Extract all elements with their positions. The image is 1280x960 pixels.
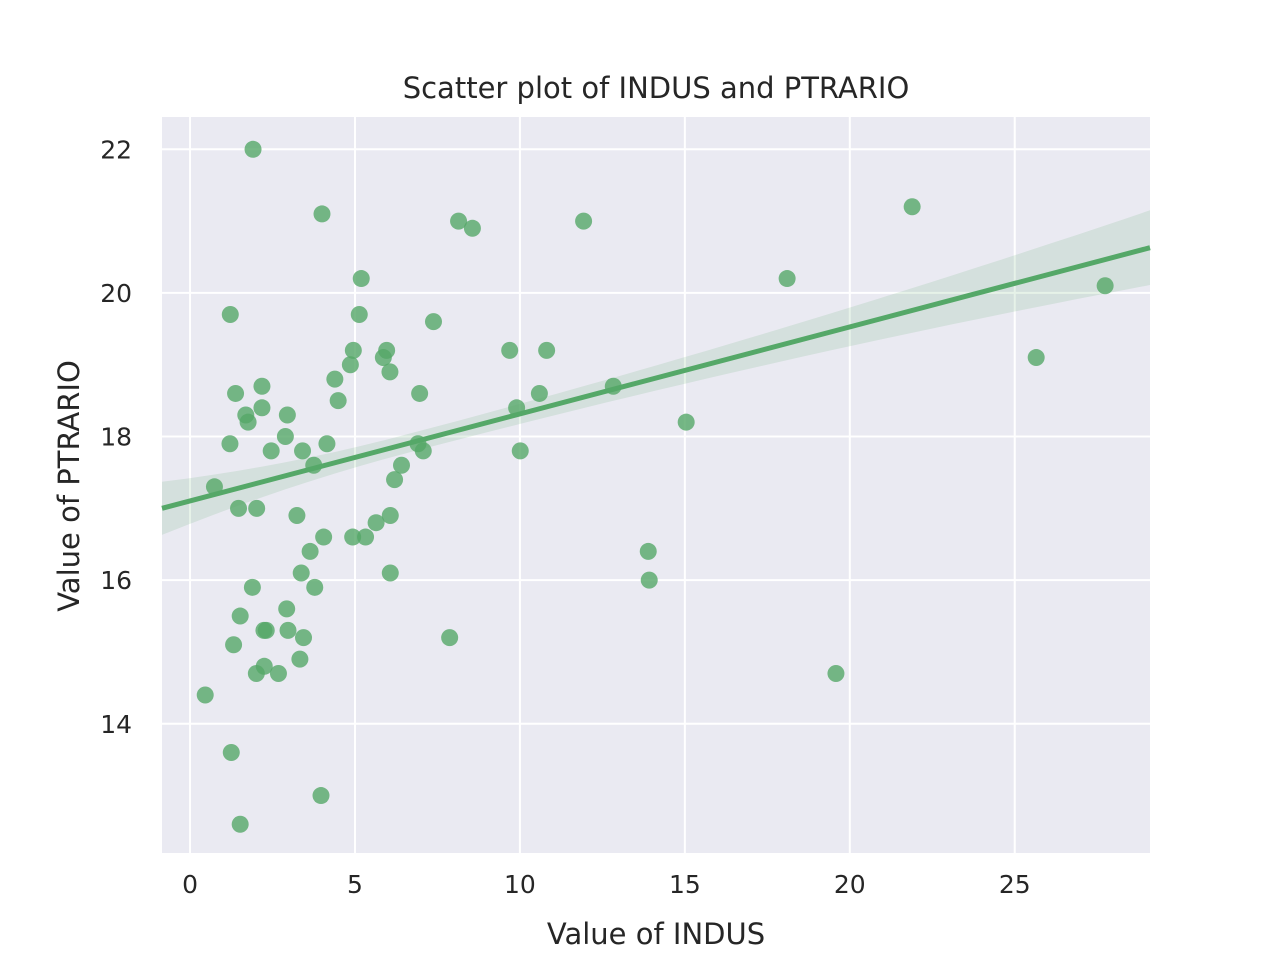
x-tick-label: 15 bbox=[669, 870, 701, 899]
scatter-point bbox=[530, 384, 548, 402]
scatter-point bbox=[344, 341, 362, 359]
y-axis-label: Value of PTRARIO bbox=[52, 360, 86, 612]
scatter-point bbox=[294, 442, 312, 460]
scatter-point bbox=[1096, 277, 1114, 295]
confidence-band bbox=[162, 210, 1150, 535]
scatter-point bbox=[414, 442, 432, 460]
scatter-point bbox=[392, 456, 410, 474]
scatter-point bbox=[227, 384, 245, 402]
scatter-point bbox=[313, 205, 331, 223]
scatter-point bbox=[295, 629, 313, 647]
x-tick-label: 20 bbox=[834, 870, 866, 899]
x-tick-label: 0 bbox=[182, 870, 198, 899]
scatter-point bbox=[329, 392, 347, 410]
scatter-point bbox=[253, 399, 271, 417]
scatter-point bbox=[230, 499, 248, 517]
scatter-point bbox=[903, 198, 921, 216]
scatter-point bbox=[279, 621, 297, 639]
scatter-point bbox=[315, 528, 333, 546]
scatter-point bbox=[511, 442, 529, 460]
scatter-point bbox=[778, 270, 796, 288]
scatter-point bbox=[312, 787, 330, 805]
scatter-point bbox=[288, 507, 306, 525]
x-tick-label: 25 bbox=[999, 870, 1031, 899]
scatter-point bbox=[255, 657, 273, 675]
scatter-point bbox=[441, 629, 459, 647]
scatter-point bbox=[262, 442, 280, 460]
scatter-point bbox=[244, 140, 262, 158]
plot-area bbox=[162, 117, 1150, 853]
scatter-point bbox=[411, 384, 429, 402]
scatter-point bbox=[239, 413, 257, 431]
scatter-point bbox=[253, 377, 271, 395]
scatter-point bbox=[278, 406, 296, 424]
scatter-point bbox=[639, 542, 657, 560]
scatter-point bbox=[221, 305, 239, 323]
y-tick-label: 20 bbox=[100, 279, 132, 308]
scatter-point bbox=[538, 341, 556, 359]
scatter-point bbox=[306, 578, 324, 596]
x-axis-label: Value of INDUS bbox=[547, 917, 765, 951]
scatter-point bbox=[381, 363, 399, 381]
scatter-point bbox=[350, 305, 368, 323]
y-tick-labels: 14 16 18 20 22 bbox=[100, 135, 132, 738]
regression-line bbox=[161, 245, 1151, 511]
scatter-point bbox=[827, 664, 845, 682]
x-tick-label: 10 bbox=[504, 870, 536, 899]
scatter-point bbox=[386, 471, 404, 489]
y-tick-label: 16 bbox=[100, 566, 132, 595]
scatter-point bbox=[677, 413, 695, 431]
scatter-point bbox=[231, 607, 249, 625]
scatter-point bbox=[248, 499, 266, 517]
scatter-point bbox=[378, 341, 396, 359]
scatter-point bbox=[575, 212, 593, 230]
scatter-point bbox=[367, 514, 385, 532]
x-tick-label: 5 bbox=[347, 870, 363, 899]
scatter-point bbox=[278, 600, 296, 618]
chart-title: Scatter plot of INDUS and PTRARIO bbox=[403, 71, 910, 105]
scatter-point bbox=[357, 528, 375, 546]
scatter-point bbox=[381, 507, 399, 525]
scatter-point bbox=[341, 356, 359, 374]
scatter-point bbox=[450, 212, 468, 230]
data-points bbox=[196, 140, 1114, 833]
scatter-point bbox=[501, 341, 519, 359]
y-tick-label: 22 bbox=[100, 135, 132, 164]
scatter-point bbox=[291, 650, 309, 668]
y-tick-label: 18 bbox=[100, 423, 132, 452]
scatter-point bbox=[222, 743, 240, 761]
scatter-point bbox=[231, 815, 249, 833]
scatter-point bbox=[196, 686, 214, 704]
scatter-point bbox=[292, 564, 310, 582]
scatter-point bbox=[352, 270, 370, 288]
scatter-point bbox=[257, 621, 275, 639]
scatter-point bbox=[301, 542, 319, 560]
scatter-point bbox=[269, 664, 287, 682]
scatter-point bbox=[221, 435, 239, 453]
scatter-point bbox=[381, 564, 399, 582]
scatter-point bbox=[276, 428, 294, 446]
x-tick-labels: 0 5 10 15 20 25 bbox=[182, 870, 1031, 899]
y-tick-label: 14 bbox=[100, 710, 132, 739]
scatter-point bbox=[318, 435, 336, 453]
scatter-point bbox=[463, 219, 481, 237]
scatter-point bbox=[1027, 349, 1045, 367]
scatter-point bbox=[225, 636, 243, 654]
scatter-point bbox=[326, 370, 344, 388]
scatter-point bbox=[424, 313, 442, 331]
scatter-point bbox=[243, 578, 261, 596]
scatter-point bbox=[640, 571, 658, 589]
scatter-point bbox=[344, 528, 362, 546]
